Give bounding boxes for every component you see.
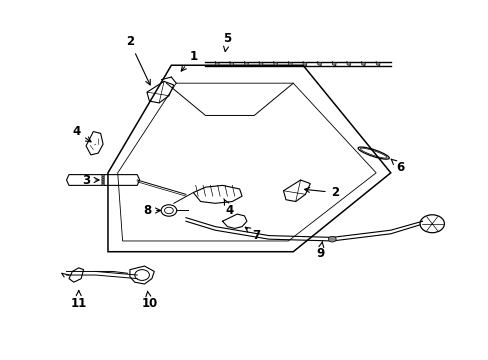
Circle shape [303,62,306,65]
Text: 2: 2 [304,186,338,199]
Text: 11: 11 [70,291,87,310]
Text: 9: 9 [315,242,324,260]
Circle shape [328,236,335,242]
Circle shape [102,180,104,182]
Text: 4: 4 [224,199,234,217]
Circle shape [102,175,104,177]
Circle shape [102,178,104,180]
Circle shape [317,62,321,65]
Circle shape [375,62,379,65]
Text: 4: 4 [72,125,91,142]
Circle shape [331,62,335,65]
Text: 2: 2 [125,35,150,85]
Text: 1: 1 [181,50,197,71]
Text: 6: 6 [390,159,404,174]
Circle shape [244,62,248,65]
Circle shape [102,182,104,184]
Text: 5: 5 [223,32,231,51]
Circle shape [288,62,292,65]
Circle shape [102,176,104,179]
Circle shape [259,62,263,65]
Circle shape [346,62,350,65]
Circle shape [215,62,219,65]
Text: 3: 3 [82,174,99,186]
Text: 8: 8 [142,204,160,217]
Circle shape [229,62,233,65]
Circle shape [273,62,277,65]
Text: 7: 7 [245,227,260,242]
Text: 10: 10 [141,291,157,310]
Circle shape [102,184,104,186]
Circle shape [361,62,365,65]
